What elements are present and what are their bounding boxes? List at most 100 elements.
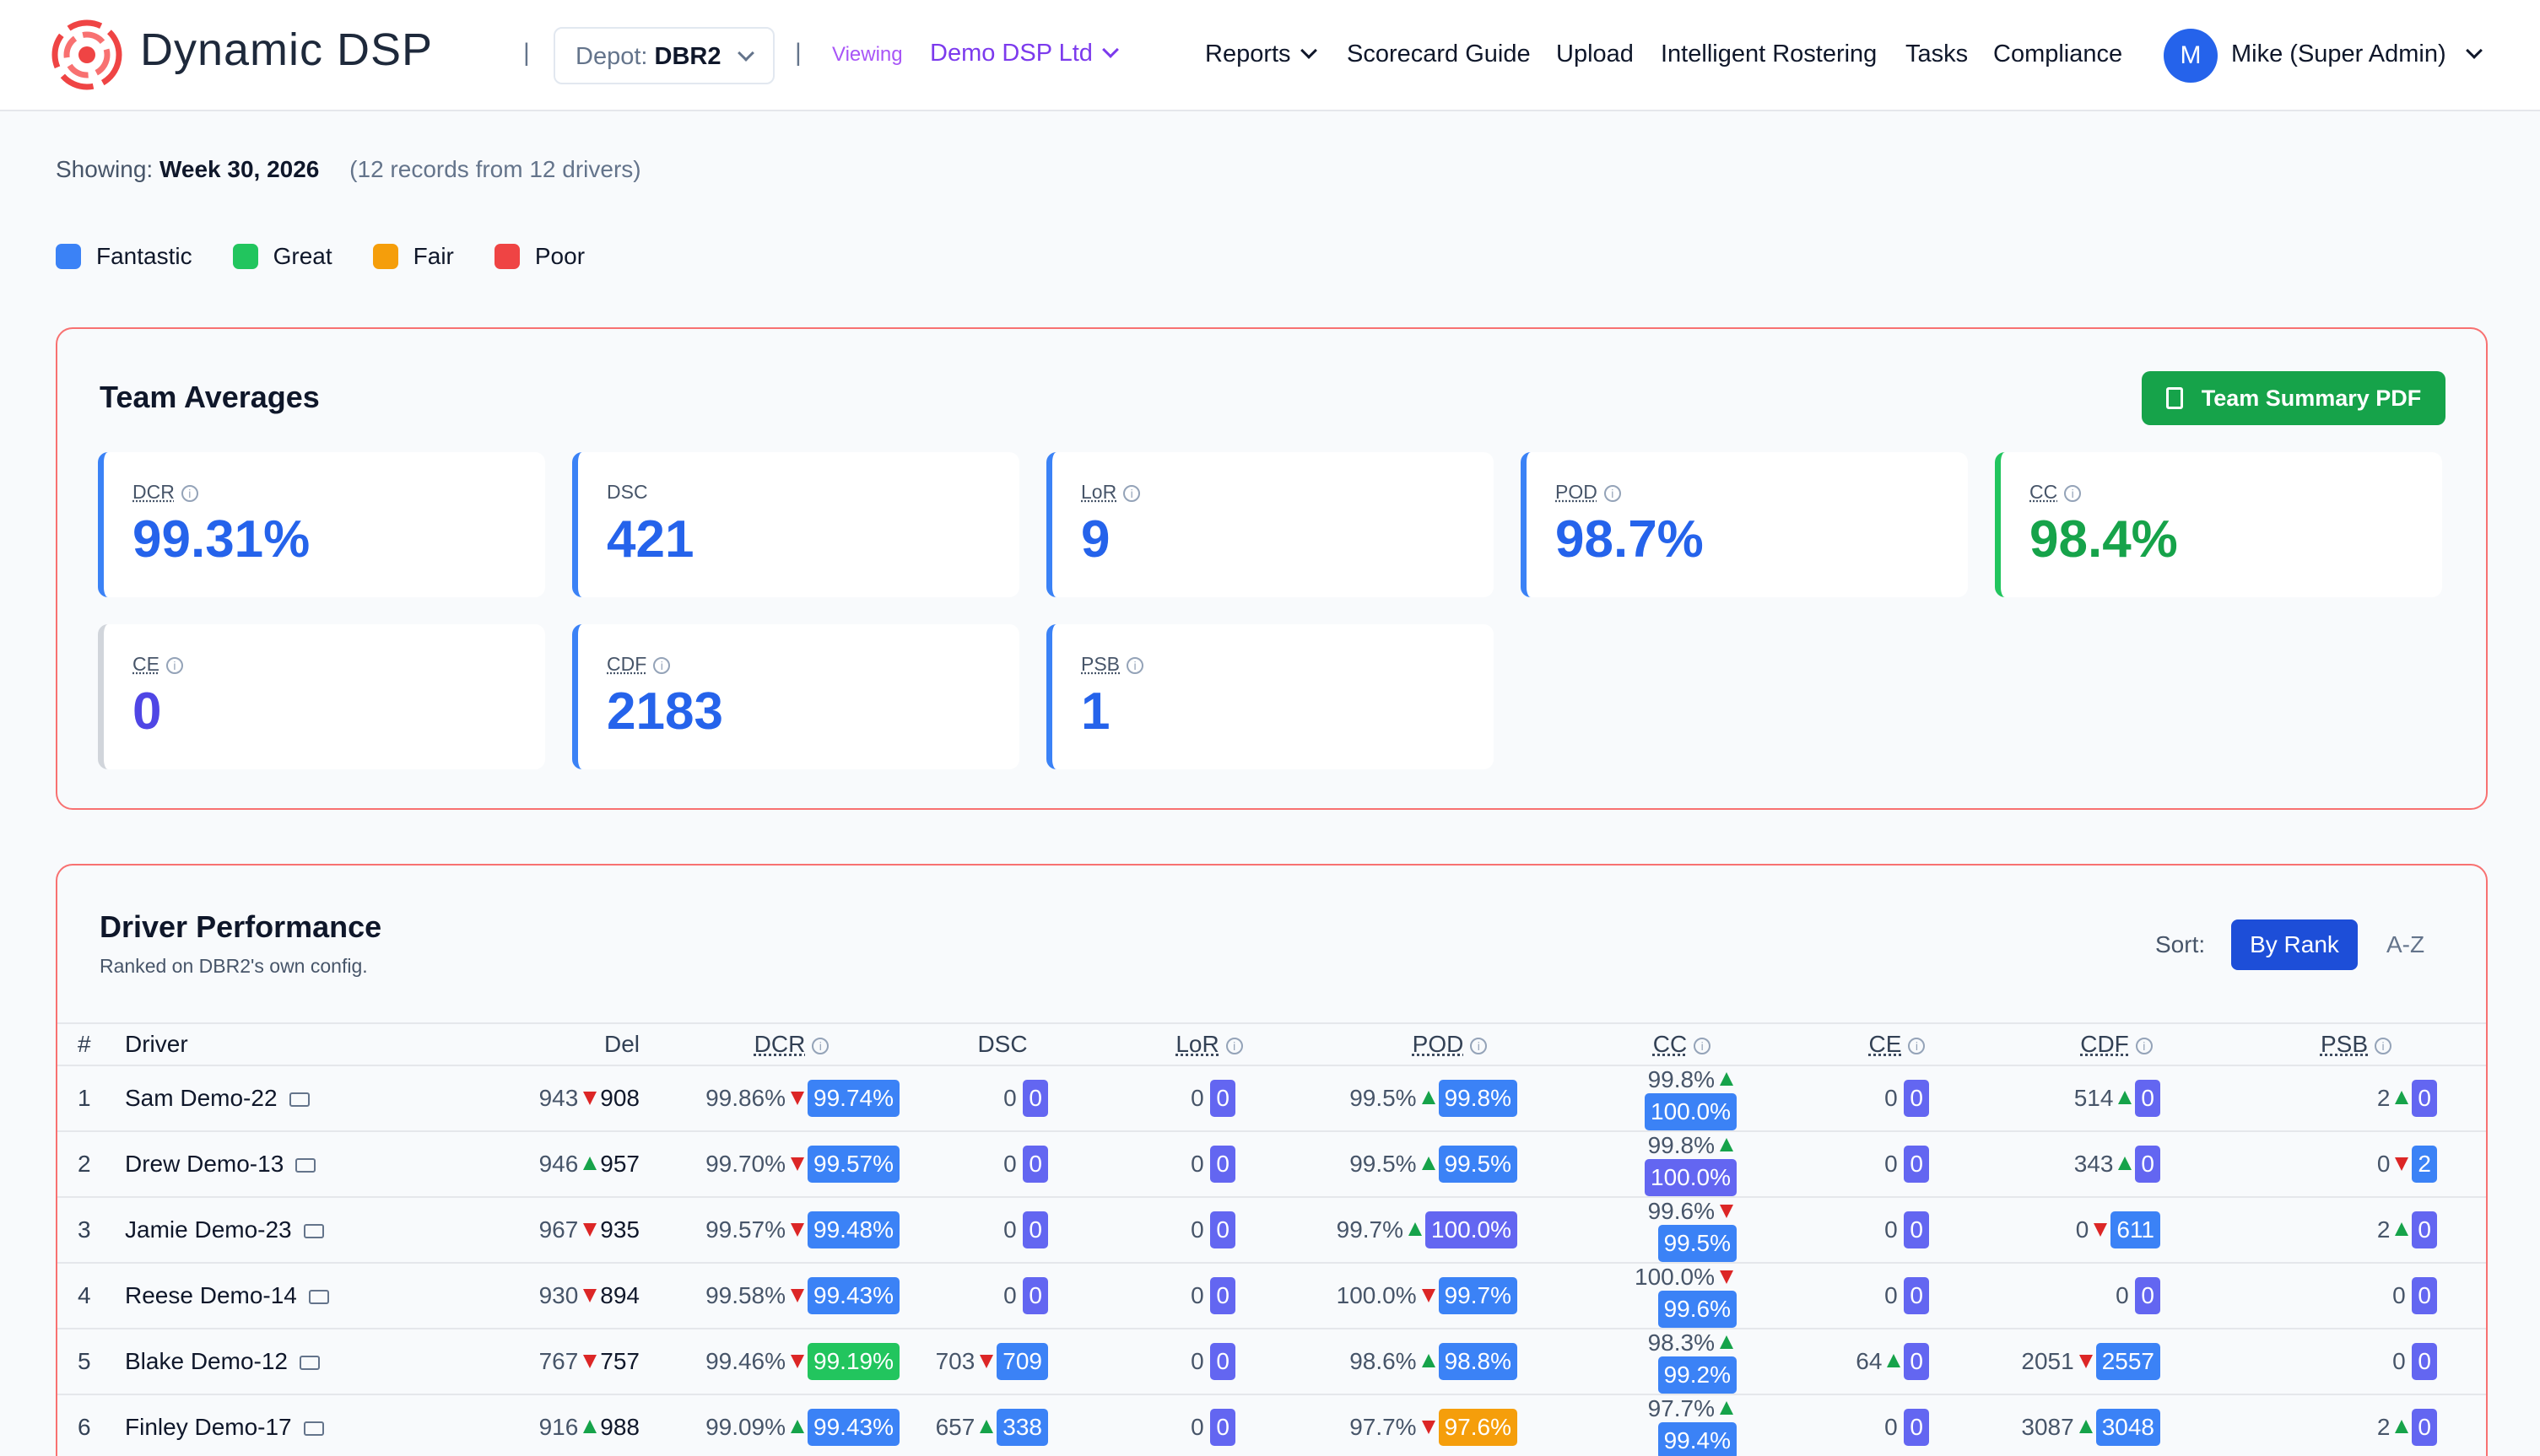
col-del[interactable]: Del [513,1022,673,1066]
user-menu[interactable]: Mike (Super Admin) [2231,40,2483,68]
row-driver[interactable]: Blake Demo-12 [125,1329,513,1395]
viewing-org-dropdown[interactable]: Demo DSP Ltd [930,40,1119,67]
row-driver[interactable]: Finley Demo-17 [125,1394,513,1456]
cell-dsc: 703 709 [910,1329,1095,1395]
rating-badge: 99.2% [1657,1356,1737,1394]
nav-upload[interactable]: Upload [1556,40,1634,67]
info-icon[interactable]: i [1470,1037,1488,1054]
card-label[interactable]: DCR i [132,481,198,504]
col-dcr[interactable]: DCR i [673,1022,910,1066]
rating-badge: 2 [2412,1146,2437,1183]
mail-icon[interactable] [303,1421,324,1436]
previous-value: 100.0% [1635,1264,1715,1290]
mail-icon[interactable] [308,1290,329,1304]
card-label[interactable]: CC i [2029,481,2082,504]
info-icon[interactable]: i [1123,484,1141,502]
trend-down-icon [791,1289,805,1302]
card-label[interactable]: LoR i [1081,481,1141,504]
trend-down-icon [1720,1270,1733,1284]
chevron-down-icon [737,45,754,62]
mail-icon[interactable] [303,1224,324,1238]
previous-value: 100.0% [1336,1282,1417,1308]
card-label[interactable]: POD i [1555,481,1621,504]
info-icon[interactable]: i [1603,484,1621,502]
info-icon[interactable]: i [1127,656,1144,674]
trend-up-icon [2395,1091,2409,1104]
previous-value: 930 [538,1282,579,1308]
card-value: 98.4% [2029,510,2178,569]
sort-az-button[interactable]: A-Z [2386,931,2425,957]
mail-icon[interactable] [299,1356,320,1370]
previous-value: 99.8% [1647,1066,1715,1092]
previous-value: 0 [2116,1282,2129,1308]
col-label: PSB [2320,1031,2369,1057]
table-row[interactable]: 6 Finley Demo-17 916 988 99.09% 99.43% 657 338 0… [57,1394,2486,1456]
info-icon[interactable]: i [2135,1037,2153,1054]
legend-swatch [494,244,520,269]
cell-cc: 99.8%100.0% [1576,1065,1787,1132]
card-label[interactable]: PSB i [1081,653,1144,676]
driver-name[interactable]: Blake Demo-12 [125,1348,288,1374]
driver-table: # Driver Del DCR i DSC LoR i POD i CC i CE i … [57,1022,2486,1456]
nav-scorecard-guide[interactable]: Scorecard Guide [1347,40,1531,67]
col-pod[interactable]: POD i [1323,1022,1576,1066]
driver-name[interactable]: Jamie Demo-23 [125,1216,292,1243]
nav-tasks[interactable]: Tasks [1905,40,1969,67]
table-row[interactable]: 5 Blake Demo-12 767 757 99.46% 99.19% 703 709 0 … [57,1329,2486,1395]
info-icon[interactable]: i [2375,1037,2392,1054]
row-driver[interactable]: Sam Demo-22 [125,1065,513,1132]
nav-separator: | [523,39,530,67]
col-dsc[interactable]: DSC [910,1022,1095,1066]
brand-name[interactable]: Dynamic DSP [140,24,434,75]
depot-select[interactable]: Depot: DBR2 [554,27,775,84]
rating-badge: 99.4% [1657,1422,1737,1456]
info-icon[interactable]: i [165,656,183,674]
driver-name[interactable]: Finley Demo-17 [125,1414,292,1440]
col-psb[interactable]: PSB i [2226,1022,2486,1066]
row-driver[interactable]: Drew Demo-13 [125,1131,513,1198]
col-lor[interactable]: LoR i [1095,1022,1323,1066]
info-icon[interactable]: i [1225,1037,1243,1054]
card-label[interactable]: CDF i [607,653,671,676]
mail-icon[interactable] [295,1158,316,1173]
info-icon[interactable]: i [1908,1037,1926,1054]
nav-reports[interactable]: Reports [1205,40,1317,68]
driver-name[interactable]: Drew Demo-13 [125,1151,284,1177]
nav-intelligent-rostering[interactable]: Intelligent Rostering [1661,40,1878,67]
row-driver[interactable]: Jamie Demo-23 [125,1197,513,1264]
rating-badge: 0 [1210,1211,1235,1248]
card-label[interactable]: CE i [132,653,183,676]
brand-logo-icon[interactable] [51,19,123,91]
previous-value: 99.5% [1349,1151,1417,1177]
col-driver[interactable]: Driver [125,1022,513,1066]
avatar[interactable]: M [2164,29,2218,83]
previous-value: 98.6% [1349,1348,1417,1374]
col-cdf[interactable]: CDF i [2007,1022,2226,1066]
current-value: 935 [600,1216,640,1243]
nav-compliance[interactable]: Compliance [1993,40,2123,67]
previous-value: 0 [1884,1151,1898,1177]
col-cc[interactable]: CC i [1576,1022,1787,1066]
driver-name[interactable]: Sam Demo-22 [125,1085,278,1111]
previous-value: 0 [1884,1414,1898,1440]
info-icon[interactable]: i [653,656,671,674]
row-driver[interactable]: Reese Demo-14 [125,1263,513,1329]
previous-value: 0 [2376,1151,2391,1177]
info-icon[interactable]: i [1694,1037,1711,1054]
info-icon[interactable]: i [2064,484,2082,502]
rating-badge: 0 [1904,1211,1929,1248]
trend-up-icon [2395,1420,2409,1433]
mail-icon[interactable] [289,1092,310,1107]
col-ce[interactable]: CE i [1787,1022,2007,1066]
info-icon[interactable]: i [812,1037,830,1054]
info-icon[interactable]: i [181,484,198,502]
driver-name[interactable]: Reese Demo-14 [125,1282,297,1308]
sort-by-rank-button[interactable]: By Rank [2231,919,2358,970]
team-summary-pdf-button[interactable]: Team Summary PDF [2142,371,2445,425]
